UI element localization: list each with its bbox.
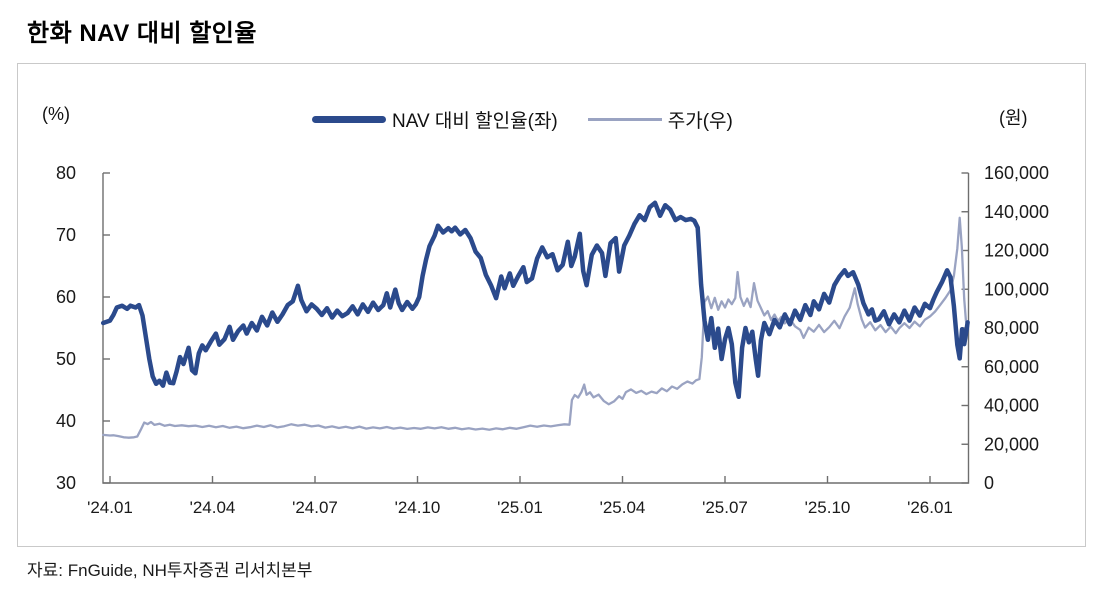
svg-text:50: 50 — [56, 349, 76, 369]
chart-panel — [17, 63, 1086, 547]
svg-text:70: 70 — [56, 225, 76, 245]
page-title: 한화 NAV 대비 할인율 — [27, 20, 257, 47]
left-axis-unit-label: (%) — [42, 104, 70, 124]
svg-text:60,000: 60,000 — [984, 357, 1039, 377]
svg-text:40,000: 40,000 — [984, 396, 1039, 416]
svg-text:40: 40 — [56, 411, 76, 431]
chart-legend: NAV 대비 할인율(좌) 주가(우) — [312, 106, 733, 133]
svg-text:60: 60 — [56, 287, 76, 307]
svg-text:'24.07: '24.07 — [292, 498, 338, 517]
svg-text:'25.04: '25.04 — [600, 498, 646, 517]
svg-text:'25.07: '25.07 — [702, 498, 748, 517]
svg-text:20,000: 20,000 — [984, 434, 1039, 454]
svg-text:80,000: 80,000 — [984, 318, 1039, 338]
svg-text:100,000: 100,000 — [984, 279, 1049, 299]
legend-item-nav-discount: NAV 대비 할인율(좌) — [312, 106, 558, 133]
gray-line-swatch-icon — [587, 118, 662, 121]
svg-text:140,000: 140,000 — [984, 202, 1049, 222]
svg-text:'25.01: '25.01 — [497, 498, 543, 517]
legend-label-stock-price: 주가(우) — [667, 111, 733, 132]
legend-item-stock-price: 주가(우) — [587, 106, 733, 133]
legend-label-nav-discount: NAV 대비 할인율(좌) — [392, 111, 558, 132]
svg-text:'24.01: '24.01 — [87, 498, 133, 517]
svg-text:80: 80 — [56, 163, 76, 183]
svg-text:0: 0 — [984, 473, 994, 493]
svg-text:160,000: 160,000 — [984, 163, 1049, 183]
navy-line-swatch-icon — [312, 116, 386, 123]
svg-text:120,000: 120,000 — [984, 241, 1049, 261]
svg-text:'26.01: '26.01 — [907, 498, 953, 517]
right-axis-unit-label: (원) — [999, 108, 1028, 128]
svg-text:'24.04: '24.04 — [190, 498, 236, 517]
source-note: 자료: FnGuide, NH투자증권 리서치본부 — [27, 561, 313, 580]
svg-text:'24.10: '24.10 — [395, 498, 441, 517]
svg-text:30: 30 — [56, 473, 76, 493]
svg-text:'25.10: '25.10 — [805, 498, 851, 517]
